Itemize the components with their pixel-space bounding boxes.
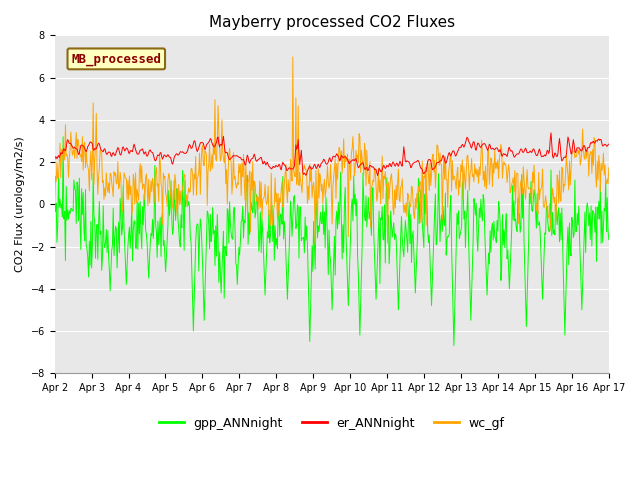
Title: Mayberry processed CO2 Fluxes: Mayberry processed CO2 Fluxes [209,15,455,30]
Y-axis label: CO2 Flux (urology/m2/s): CO2 Flux (urology/m2/s) [15,136,25,272]
Text: MB_processed: MB_processed [71,52,161,66]
Legend: gpp_ANNnight, er_ANNnight, wc_gf: gpp_ANNnight, er_ANNnight, wc_gf [154,412,510,435]
